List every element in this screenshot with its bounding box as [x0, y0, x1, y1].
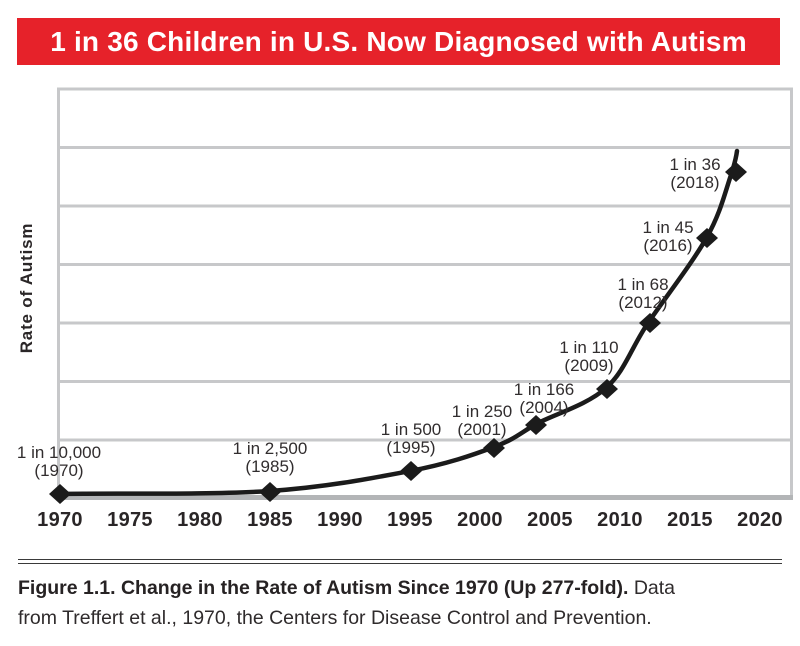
marker-1985 — [259, 482, 281, 502]
rate-value: 1 in 68 — [617, 275, 669, 294]
x-tick-2020: 2020 — [737, 509, 783, 531]
x-tick-2005: 2005 — [527, 509, 573, 531]
rate-value: 1 in 166 — [513, 380, 575, 399]
marker-1995 — [400, 461, 422, 481]
x-tick-2015: 2015 — [667, 509, 713, 531]
rate-value: 1 in 500 — [380, 420, 442, 439]
rate-year: (2004) — [519, 398, 569, 417]
marker-2009 — [596, 379, 618, 399]
figure-caption: Figure 1.1. Change in the Rate of Autism… — [18, 573, 788, 633]
x-tick-1990: 1990 — [317, 509, 363, 531]
marker-2016 — [696, 228, 718, 248]
x-tick-1980: 1980 — [177, 509, 223, 531]
rate-value: 1 in 2,500 — [232, 439, 308, 458]
point-label-1985: 1 in 2,500 (1985) — [233, 440, 308, 476]
marker-1970 — [49, 484, 71, 504]
caption-line-2: from Treffert et al., 1970, the Centers … — [18, 603, 788, 633]
point-label-1995: 1 in 500 (1995) — [381, 421, 442, 457]
rate-year: (2016) — [643, 236, 693, 255]
point-label-2001: 1 in 250 (2001) — [452, 403, 513, 439]
x-tick-1970: 1970 — [37, 509, 83, 531]
point-label-2012: 1 in 68 (2012) — [617, 276, 668, 312]
x-tick-1985: 1985 — [247, 509, 293, 531]
rate-year: (1985) — [245, 457, 295, 476]
rate-value: 1 in 250 — [451, 402, 513, 421]
rate-value: 1 in 36 — [669, 155, 721, 174]
rate-year: (2001) — [457, 420, 507, 439]
rate-year: (2012) — [618, 293, 668, 312]
caption-divider — [18, 559, 782, 564]
autism-rate-chart: Rate of Autism 1970 1975 1980 1985 1990 … — [17, 87, 793, 531]
rate-year: (1995) — [386, 438, 436, 457]
marker-2018 — [725, 162, 747, 182]
point-label-1970: 1 in 10,000 (1970) — [17, 444, 101, 480]
headline-banner: 1 in 36 Children in U.S. Now Diagnosed w… — [17, 18, 780, 65]
x-tick-2010: 2010 — [597, 509, 643, 531]
x-tick-2000: 2000 — [457, 509, 503, 531]
caption-source-start: Data — [628, 577, 676, 599]
rate-value: 1 in 110 — [559, 338, 619, 357]
y-axis-label: Rate of Autism — [17, 222, 36, 354]
rate-value: 1 in 10,000 — [16, 443, 102, 462]
chart-canvas — [49, 87, 793, 504]
headline-text: 1 in 36 Children in U.S. Now Diagnosed w… — [50, 25, 747, 57]
rate-year: (1970) — [34, 461, 84, 480]
rate-year: (2009) — [564, 356, 614, 375]
point-label-2018: 1 in 36 (2018) — [669, 156, 720, 192]
rate-value: 1 in 45 — [642, 218, 694, 237]
rate-year: (2018) — [670, 173, 720, 192]
caption-line-1: Figure 1.1. Change in the Rate of Autism… — [18, 573, 788, 603]
x-tick-1975: 1975 — [107, 509, 153, 531]
marker-2004 — [525, 415, 547, 435]
x-tick-1995: 1995 — [387, 509, 433, 531]
caption-source-end: from Treffert et al., 1970, the Centers … — [18, 607, 652, 629]
point-label-2016: 1 in 45 (2016) — [642, 219, 693, 255]
marker-2012 — [639, 313, 661, 333]
point-label-2004: 1 in 166 (2004) — [514, 381, 575, 417]
caption-figure-title: Figure 1.1. Change in the Rate of Autism… — [18, 577, 629, 599]
point-label-2009: 1 in 110 (2009) — [559, 339, 618, 375]
marker-2001 — [483, 438, 505, 458]
